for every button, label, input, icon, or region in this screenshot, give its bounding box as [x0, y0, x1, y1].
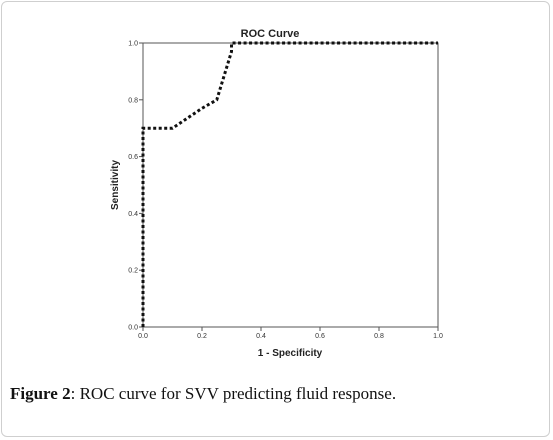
caption-text: ROC curve for SVV predicting fluid respo…	[75, 384, 397, 403]
x-tick-label: 0.0	[138, 333, 148, 340]
y-tick-label: 0.0	[128, 325, 138, 332]
roc-chart: ROC Curve 0.00.20.40.60.81.0 0.0 0.2 0.4 0.…	[110, 28, 443, 359]
figure-caption: Figure 2: ROC curve for SVV predicting f…	[10, 384, 396, 404]
series-layer	[141, 41, 438, 327]
plot-area-border	[142, 42, 439, 328]
chart-title: ROC Curve	[241, 28, 300, 40]
x-tick-label: 0.2	[197, 333, 207, 340]
x-tick-label: 0.4	[256, 333, 266, 340]
x-tick-label: 1.0	[433, 333, 443, 340]
y-axis-label: Sensitivity	[110, 160, 121, 210]
caption-separator: :	[70, 384, 76, 403]
y-tick-label: 0.4	[128, 211, 138, 218]
x-tick-label: 0.8	[374, 333, 384, 340]
y-tick-label: 0.2	[128, 268, 138, 275]
y-tick-label: 0.8	[128, 97, 138, 104]
x-axis: 0.0 0.2 0.4 0.6 0.8 1.0	[138, 327, 443, 340]
y-tick-label: 0.6	[128, 154, 138, 161]
y-tick-label: 1.0	[128, 41, 138, 48]
x-axis-label: 1 - Specificity	[258, 348, 323, 359]
y-axis: 0.0 0.2 0.4 0.6 0.8 1.0	[128, 41, 143, 332]
caption-label: Figure 2	[10, 384, 71, 403]
x-tick-label: 0.6	[315, 333, 325, 340]
roc-curve-line	[141, 41, 438, 327]
